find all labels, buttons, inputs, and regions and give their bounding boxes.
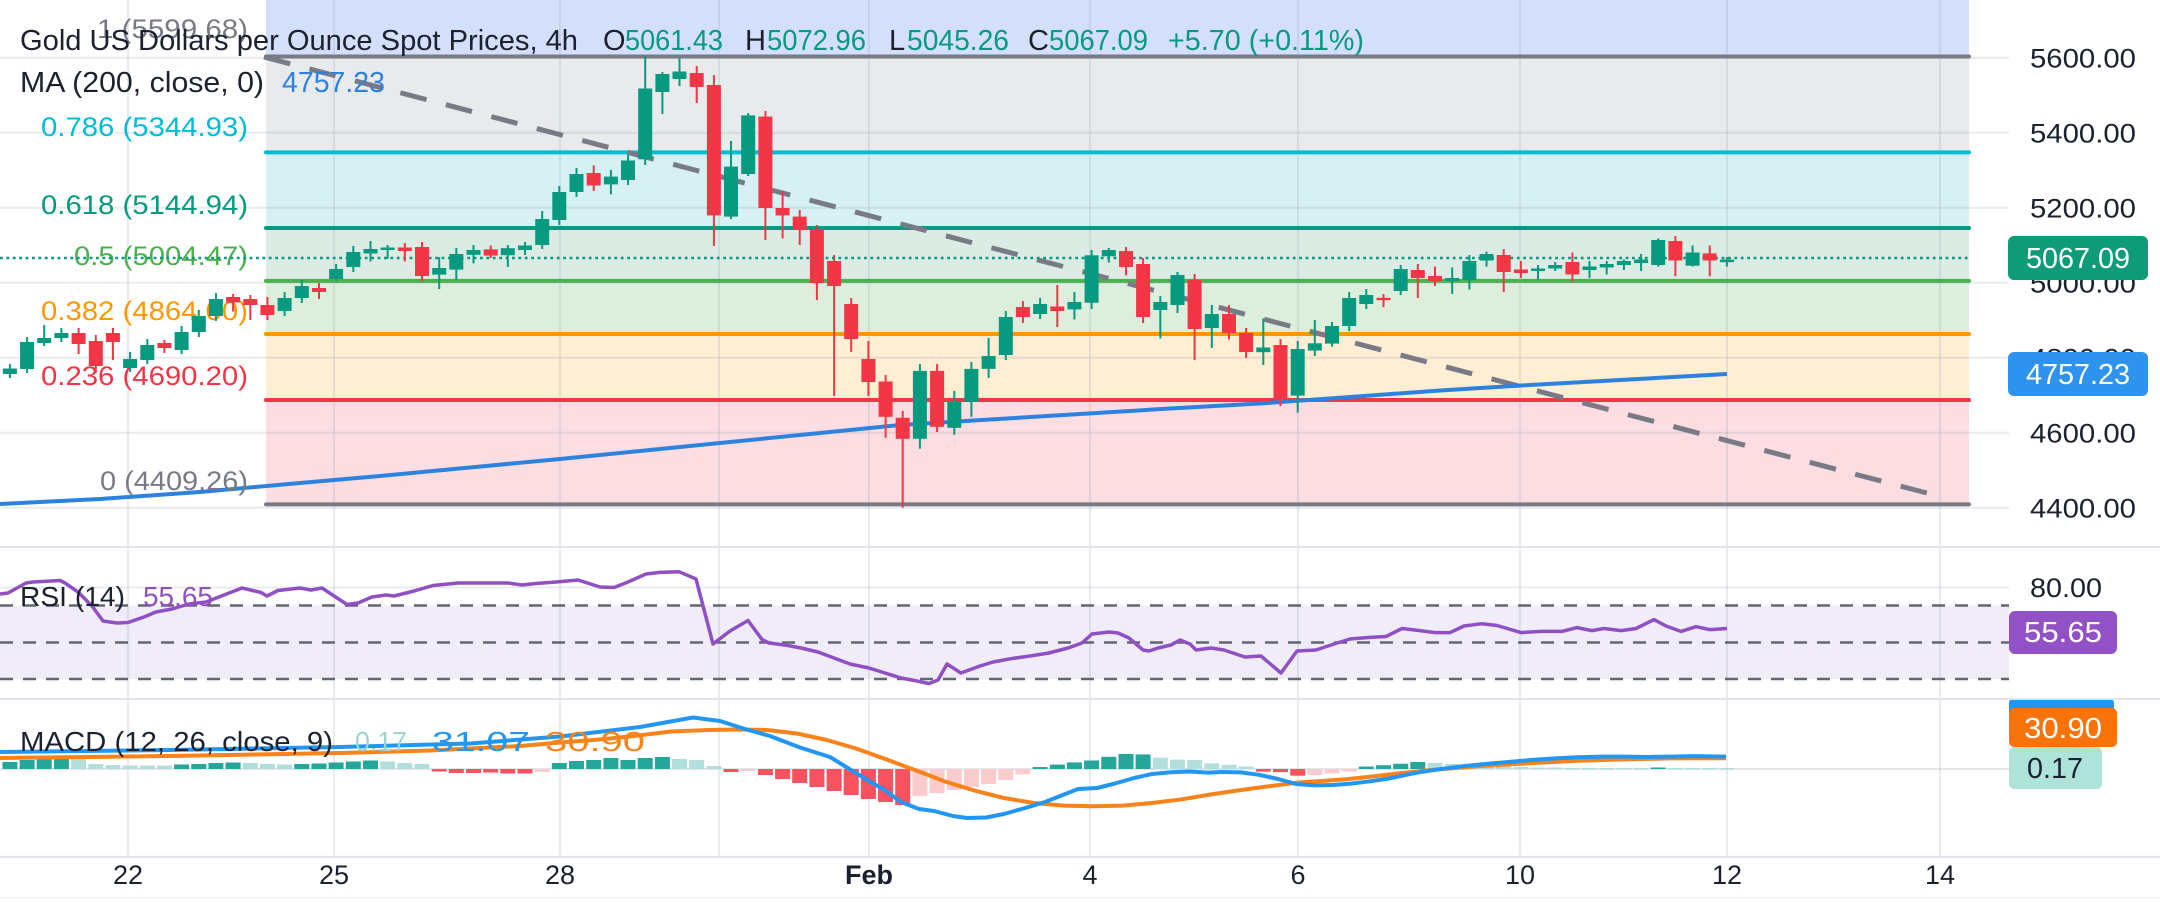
svg-text:25: 25 (319, 860, 349, 890)
svg-text:6: 6 (1290, 860, 1305, 890)
svg-text:5400.00: 5400.00 (2030, 118, 2136, 148)
svg-text:C: C (1028, 25, 1049, 57)
svg-text:4400.00: 4400.00 (2030, 493, 2136, 523)
svg-text:Gold US Dollars per Ounce Spot: Gold US Dollars per Ounce Spot Prices, 4… (20, 25, 578, 57)
svg-text:5067.09: 5067.09 (1049, 25, 1148, 57)
svg-text:28: 28 (545, 860, 575, 890)
svg-text:5072.96: 5072.96 (767, 25, 866, 57)
svg-text:H: H (745, 25, 766, 57)
svg-text:0.5 (5004.47): 0.5 (5004.47) (74, 241, 248, 271)
svg-text:30.90: 30.90 (2024, 713, 2102, 745)
svg-text:1 (5599.68): 1 (5599.68) (97, 14, 248, 44)
svg-text:31.07: 31.07 (432, 726, 530, 757)
svg-text:55.65: 55.65 (143, 581, 213, 612)
svg-text:O: O (603, 25, 626, 57)
svg-text:0.236 (4690.20): 0.236 (4690.20) (41, 361, 248, 391)
svg-text:4600.00: 4600.00 (2030, 418, 2136, 448)
svg-text:0.618 (5144.94): 0.618 (5144.94) (41, 190, 248, 220)
svg-text:10: 10 (1505, 860, 1535, 890)
svg-text:5067.09: 5067.09 (2026, 243, 2130, 275)
svg-text:4757.23: 4757.23 (282, 67, 385, 99)
svg-text:22: 22 (113, 860, 143, 890)
svg-text:L: L (889, 25, 905, 57)
svg-text:5200.00: 5200.00 (2030, 193, 2136, 223)
svg-text:5061.43: 5061.43 (625, 25, 723, 57)
svg-text:5600.00: 5600.00 (2030, 43, 2136, 73)
svg-text:0.786 (5344.93): 0.786 (5344.93) (41, 112, 248, 142)
svg-text:80.00: 80.00 (2030, 573, 2102, 603)
svg-text:Feb: Feb (845, 860, 893, 890)
svg-text:5045.26: 5045.26 (907, 25, 1009, 57)
svg-text:RSI (14): RSI (14) (20, 581, 125, 612)
svg-text:0.17: 0.17 (355, 726, 407, 757)
svg-text:14: 14 (1925, 860, 1955, 890)
svg-text:MA (200, close, 0): MA (200, close, 0) (20, 67, 264, 99)
svg-text:0 (4409.26): 0 (4409.26) (100, 466, 248, 496)
svg-text:12: 12 (1712, 860, 1742, 890)
svg-text:55.65: 55.65 (2024, 617, 2102, 649)
svg-text:MACD (12, 26, close, 9): MACD (12, 26, close, 9) (20, 726, 333, 757)
svg-text:0.17: 0.17 (2027, 753, 2083, 785)
svg-text:4: 4 (1082, 860, 1097, 890)
svg-text:30.90: 30.90 (545, 726, 645, 757)
svg-text:+5.70 (+0.11%): +5.70 (+0.11%) (1168, 25, 1364, 57)
svg-text:4757.23: 4757.23 (2026, 359, 2130, 391)
